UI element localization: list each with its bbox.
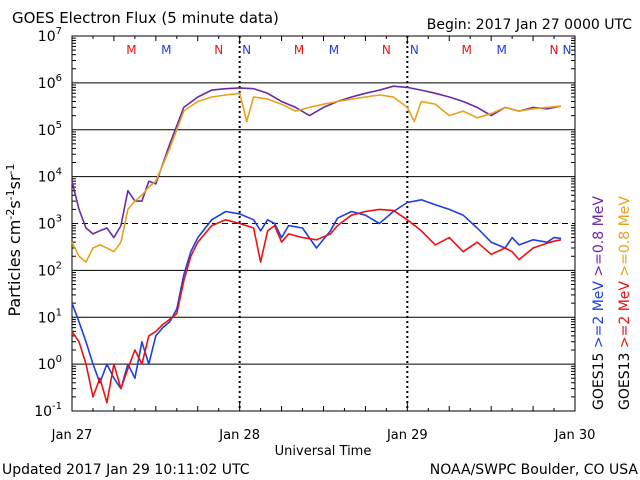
y-tick-label: 106 bbox=[38, 73, 62, 92]
x-axis-label: Universal Time bbox=[275, 444, 372, 459]
chart-title: GOES Electron Flux (5 minute data) bbox=[12, 9, 279, 27]
begin-time: Begin: 2017 Jan 27 0000 UTC bbox=[427, 17, 632, 33]
marker-label: M bbox=[161, 43, 171, 57]
x-tick-label: Jan 30 bbox=[554, 428, 596, 443]
y-axis-label: Particles cm-2s-1sr-1 bbox=[4, 163, 24, 316]
marker-label: N bbox=[382, 43, 391, 57]
x-tick-label: Jan 27 bbox=[51, 428, 93, 443]
y-tick-label: 102 bbox=[38, 260, 62, 279]
marker-label: M bbox=[462, 43, 472, 57]
series-line-goes15_ge08 bbox=[71, 85, 562, 239]
legend: GOES15 >=2 MeV >=0.8 MeV GOES13 >=2 MeV >… bbox=[591, 196, 633, 410]
legend-entry: GOES13 >=2 MeV >=0.8 MeV bbox=[617, 196, 633, 410]
y-tick-label: 10-1 bbox=[34, 401, 62, 420]
marker-label: N bbox=[410, 43, 419, 57]
y-tick-label: 103 bbox=[38, 214, 62, 233]
x-tick-label: Jan 29 bbox=[386, 428, 428, 443]
marker-label: M bbox=[126, 43, 136, 57]
credit: NOAA/SWPC Boulder, CO USA bbox=[430, 462, 639, 478]
series-line-goes13_ge08 bbox=[71, 92, 562, 263]
marker-label: N bbox=[550, 43, 559, 57]
y-tick-label: 101 bbox=[38, 307, 62, 326]
marker-label: M bbox=[294, 43, 304, 57]
grid-layer bbox=[71, 36, 576, 411]
y-tick-label: 100 bbox=[38, 354, 62, 373]
series-line-goes13_ge2 bbox=[71, 208, 562, 404]
marker-label: N bbox=[242, 43, 251, 57]
y-tick-label: 105 bbox=[38, 120, 62, 139]
marker-label: M bbox=[496, 43, 506, 57]
y-tick-label: 107 bbox=[38, 26, 62, 45]
legend-entry: GOES15 >=2 MeV >=0.8 MeV bbox=[591, 196, 607, 410]
x-tick-label: Jan 28 bbox=[218, 428, 260, 443]
y-tick-label: 104 bbox=[38, 167, 62, 186]
updated-time: Updated 2017 Jan 29 10:11:02 UTC bbox=[2, 462, 250, 478]
x-tick-labels: Jan 27 Jan 28 Jan 29 Jan 30 bbox=[51, 428, 596, 443]
marker-label: M bbox=[329, 43, 339, 57]
marker-label: N bbox=[563, 43, 572, 57]
series-layer bbox=[71, 85, 562, 404]
marker-label: N bbox=[214, 43, 223, 57]
y-tick-labels: 10-1 100 101 102 103 104 105 106 107 bbox=[34, 26, 62, 420]
